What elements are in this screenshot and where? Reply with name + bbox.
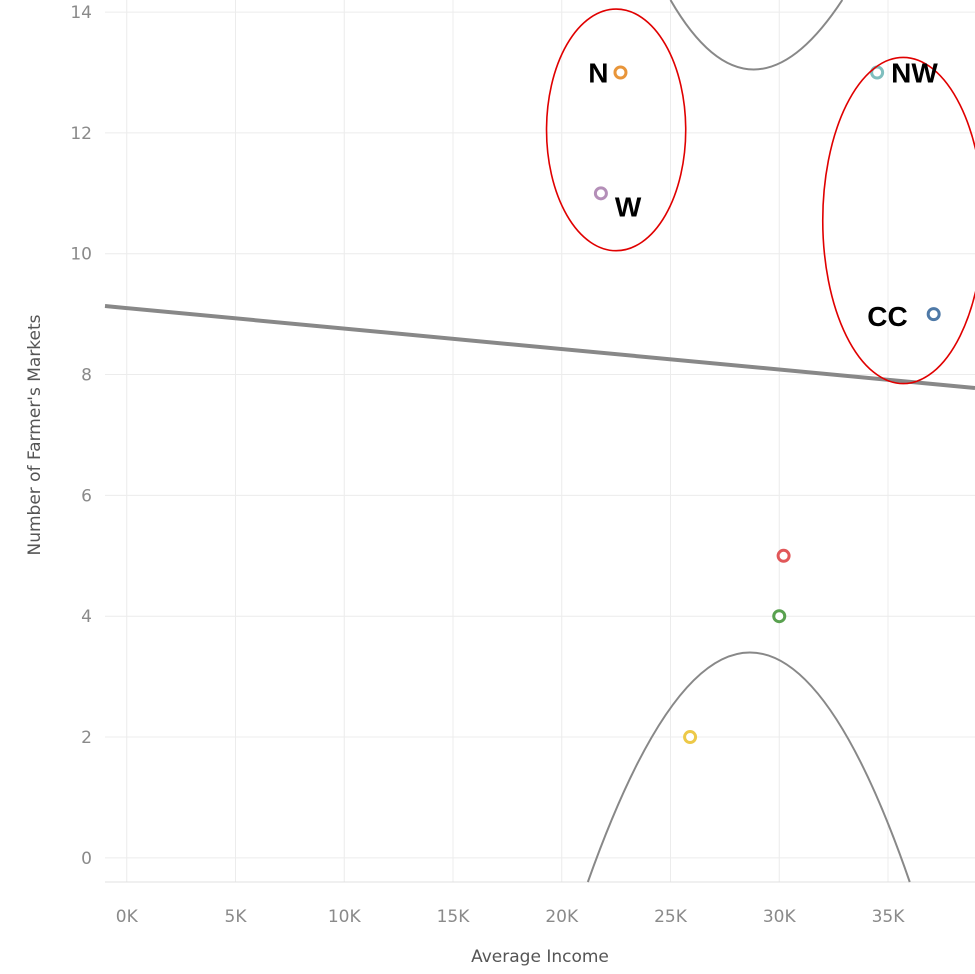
point-label: N (588, 57, 608, 88)
point-label: CC (867, 301, 907, 332)
confidence-band (586, 0, 911, 883)
grid-lines (105, 0, 975, 883)
x-tick-label: 20K (545, 907, 579, 927)
x-tick-label: 35K (872, 907, 906, 927)
data-point (593, 186, 608, 201)
confidence-band-lower (586, 651, 911, 883)
data-point (776, 548, 791, 563)
y-tick-label: 0 (81, 849, 92, 869)
x-tick-label: 5K (225, 907, 248, 927)
trend-line (104, 304, 975, 390)
data-point (772, 609, 787, 624)
y-tick-label: 2 (81, 728, 92, 748)
data-point (926, 307, 941, 322)
x-tick-label: 25K (654, 907, 688, 927)
highlight-ellipse (545, 8, 687, 252)
x-tick-label: 0K (116, 907, 139, 927)
y-tick-label: 12 (70, 124, 92, 144)
y-axis-title: Number of Farmer's Markets (25, 314, 45, 555)
highlight-ellipses (545, 8, 975, 385)
highlight-ellipse (821, 56, 975, 385)
data-points (593, 65, 941, 745)
y-tick-label: 4 (81, 607, 92, 627)
x-axis-ticks: 0K 5K 10K 15K 20K 25K 30K 35K (116, 907, 905, 927)
x-axis-title: Average Income (471, 947, 609, 967)
data-point (683, 730, 698, 745)
point-label: NW (891, 57, 938, 88)
point-label: W (615, 191, 642, 222)
data-point (613, 65, 628, 80)
y-tick-label: 8 (81, 366, 92, 386)
x-tick-label: 10K (328, 907, 362, 927)
y-tick-label: 14 (70, 3, 92, 23)
y-tick-label: 6 (81, 486, 92, 506)
x-tick-label: 30K (763, 907, 797, 927)
x-tick-label: 15K (437, 907, 471, 927)
y-tick-label: 10 (70, 245, 92, 265)
confidence-band-upper (669, 0, 844, 71)
trend-line-group (104, 304, 975, 390)
y-axis-ticks: 0 2 4 6 8 10 12 14 (70, 3, 92, 869)
